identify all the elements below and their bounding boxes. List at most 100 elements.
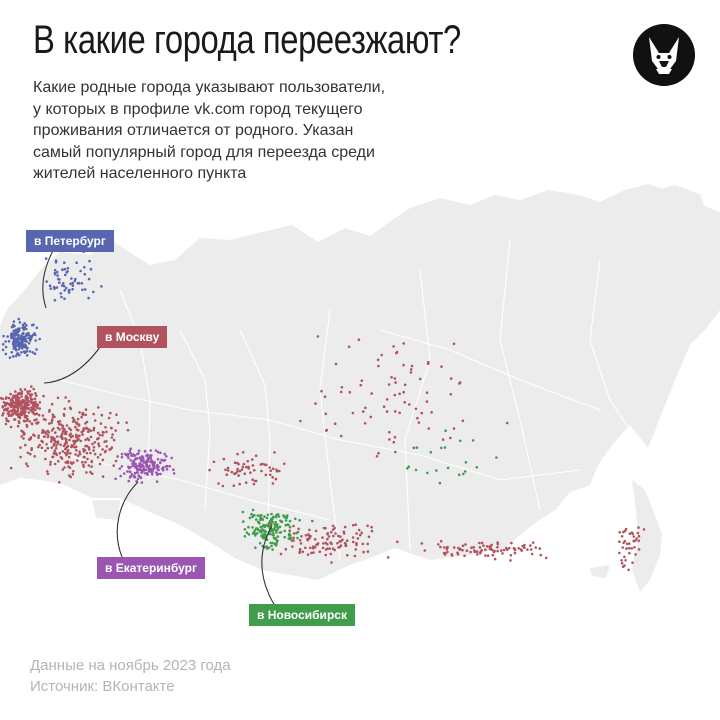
city-dot-msk (2, 401, 6, 404)
city-dot-msk (20, 435, 23, 438)
city-dot-msk (517, 547, 520, 550)
city-dot-msk (20, 410, 23, 413)
city-dot-spb (55, 286, 59, 289)
city-dot-ekb (162, 466, 165, 469)
city-dot-msk (75, 448, 78, 452)
city-dot-msk (126, 428, 130, 432)
city-dot-ekb (143, 449, 147, 453)
city-dot-msk (505, 548, 509, 551)
city-dot-msk (68, 406, 72, 409)
city-dot-ekb (146, 460, 149, 464)
city-dot-msk (101, 434, 104, 437)
city-dot-msk (341, 538, 344, 542)
city-dot-spb (59, 292, 63, 295)
city-dot-ekb (168, 464, 171, 468)
city-dot-ekb (142, 466, 145, 469)
city-dot-spb (44, 257, 48, 260)
city-dot-msk (112, 438, 116, 442)
city-dot-msk (60, 432, 64, 436)
city-dot-msk (311, 546, 315, 550)
city-dot-spb (53, 287, 56, 290)
label-to-moscow[interactable]: в Москву (97, 326, 168, 348)
city-dot-msk (33, 402, 37, 405)
city-dot-ekb (131, 464, 135, 468)
city-dot-msk (70, 435, 73, 438)
city-dot-msk (488, 547, 492, 551)
city-dot-msk (288, 529, 292, 532)
city-dot-msk (496, 545, 499, 549)
label-to-petersburg[interactable]: в Петербург (26, 230, 114, 252)
city-dot-msk (103, 440, 106, 444)
city-dot-nsk (462, 472, 465, 476)
city-dot-msk (450, 553, 454, 556)
city-dot-msk (390, 376, 393, 379)
city-dot-msk (249, 471, 252, 475)
city-dot-msk (398, 411, 402, 415)
city-dot-spb (58, 281, 61, 284)
city-dot-msk (44, 449, 47, 453)
city-dot-msk (59, 443, 62, 447)
city-dot-spb (10, 325, 14, 329)
city-dot-msk (251, 478, 254, 482)
city-dot-nsk (276, 513, 280, 516)
city-dot-msk (637, 539, 640, 543)
city-dot-msk (326, 532, 329, 536)
city-dot-msk (37, 434, 40, 437)
city-dot-msk (316, 335, 320, 338)
pointer-nsk (261, 525, 276, 607)
city-dot-msk (331, 528, 335, 531)
city-dot-msk (544, 556, 548, 560)
city-dot-msk (26, 392, 30, 395)
city-dot-msk (12, 394, 15, 398)
city-dot-spb (35, 326, 39, 330)
city-dot-msk (284, 547, 288, 551)
city-dot-spb (70, 277, 73, 280)
city-dot-spb (29, 334, 32, 338)
city-dot-msk (25, 462, 28, 466)
city-dot-nsk (429, 450, 433, 454)
city-dot-nsk (261, 536, 265, 540)
city-dot-spb (64, 286, 68, 290)
city-dot-msk (393, 410, 397, 413)
city-dot-ekb (149, 457, 152, 460)
city-dot-nsk (241, 510, 245, 514)
city-dot-msk (101, 448, 104, 451)
city-dot-msk (398, 392, 401, 396)
city-dot-ekb (146, 456, 150, 460)
city-dot-nsk (271, 520, 275, 524)
city-dot-spb (79, 269, 82, 273)
city-dot-msk (217, 482, 220, 485)
city-dot-msk (26, 390, 29, 393)
city-dot-spb (15, 352, 19, 355)
city-dot-nsk (259, 516, 262, 520)
city-dot-msk (60, 457, 64, 460)
city-dot-msk (312, 551, 315, 554)
city-dot-nsk (282, 514, 285, 517)
city-dot-spb (4, 340, 7, 343)
city-dot-nsk (458, 439, 462, 443)
city-dot-msk (621, 546, 625, 549)
city-dot-nsk (252, 514, 255, 517)
city-dot-msk (225, 473, 229, 477)
city-dot-msk (76, 454, 80, 458)
city-dot-msk (637, 548, 641, 551)
city-dot-msk (458, 382, 461, 385)
city-dot-msk (11, 413, 14, 416)
city-dot-msk (18, 391, 21, 395)
city-dot-msk (72, 461, 75, 464)
city-dot-msk (246, 459, 250, 463)
city-dot-nsk (245, 531, 249, 534)
city-dot-nsk (263, 532, 266, 535)
label-to-ekaterinburg[interactable]: в Екатеринбург (97, 557, 205, 579)
city-dot-nsk (247, 533, 251, 536)
city-dot-msk (104, 449, 107, 453)
city-dot-msk (416, 416, 419, 420)
label-to-novosibirsk[interactable]: в Новосибирск (249, 604, 355, 626)
city-dot-msk (61, 468, 65, 471)
city-dot-msk (6, 407, 10, 410)
city-dot-msk (260, 469, 263, 473)
city-dot-msk (492, 550, 496, 554)
city-dot-msk (513, 551, 517, 555)
city-dot-ekb (163, 452, 167, 456)
city-dot-msk (2, 408, 6, 412)
